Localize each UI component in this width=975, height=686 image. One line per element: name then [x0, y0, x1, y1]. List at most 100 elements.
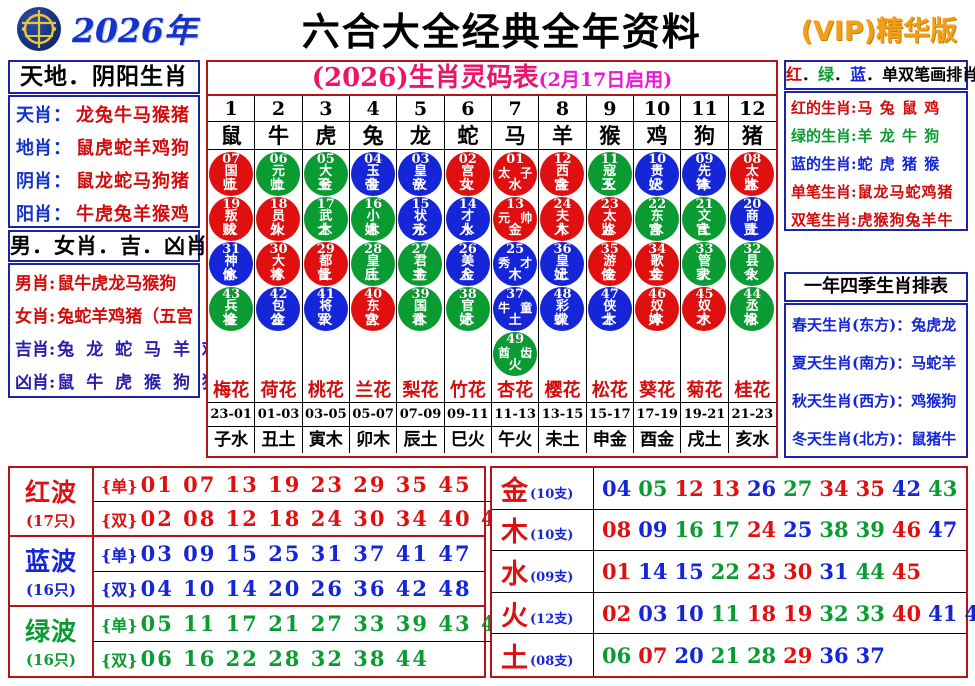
element-number: 15: [674, 558, 704, 584]
code-bubble[interactable]: 36 皇 妃土: [540, 242, 585, 286]
code-bubble-number: 09: [695, 152, 714, 167]
code-bubble[interactable]: 45 奴 才水: [682, 287, 727, 331]
code-bubble-number: 47: [600, 287, 619, 302]
code-bubble[interactable]: 18 员 外火: [256, 197, 301, 241]
element-number: 44: [855, 558, 885, 584]
code-bubble[interactable]: 42 包 公金: [256, 287, 301, 331]
color-zodiac-value: 蛇 虎 猪 猴: [857, 154, 941, 173]
code-bubble[interactable]: 11 寇 王火: [587, 152, 632, 196]
code-bubble[interactable]: 12 西 宫金: [540, 152, 585, 196]
element-number: 27: [783, 475, 813, 501]
code-bubble-number: 36: [553, 242, 572, 257]
code-bubble[interactable]: 05 大 王金: [303, 152, 348, 196]
color-zodiac-row: 绿的生肖: 羊 龙 牛 狗: [786, 121, 966, 149]
code-bubble-title: 文 官: [695, 209, 715, 238]
code-bubble[interactable]: 19 叛 贼火: [209, 197, 254, 241]
code-bubble[interactable]: 23 太 监水: [587, 197, 632, 241]
code-bubble-title: 歌 女: [648, 254, 668, 283]
code-bubble[interactable]: 13 元 帅金: [493, 197, 538, 241]
code-bubble[interactable]: 17 武 士木: [303, 197, 348, 241]
code-bubble[interactable]: 27 君 主金: [398, 242, 443, 286]
code-bubble[interactable]: 41 将 军火: [303, 287, 348, 331]
code-bubble[interactable]: 24 夫 人木: [540, 197, 585, 241]
right-heading-part-5: ．单双笔画排肖表: [866, 65, 975, 84]
code-bubble[interactable]: 29 都 督土: [303, 242, 348, 286]
code-bubble-number: 38: [458, 287, 477, 302]
code-bubble[interactable]: 31 神 偷水: [209, 242, 254, 286]
code-bubble[interactable]: 34 歌 女金: [635, 242, 680, 286]
stroke-zodiac-value: 鼠龙马蛇鸡猪: [857, 182, 954, 201]
code-bubble[interactable]: 21 文 官土: [682, 197, 727, 241]
code-bubble[interactable]: 35 游 侠金: [587, 242, 632, 286]
code-bubble-number: 30: [269, 242, 288, 257]
zodiac-row-key: 阴肖: [16, 170, 52, 192]
element-number: 46: [891, 517, 922, 543]
element-number: 06: [602, 642, 632, 668]
wave-count: (16只): [25, 651, 77, 670]
code-bubble[interactable]: 30 大 将水: [256, 242, 301, 286]
code-bubble[interactable]: 28 皇 后土: [351, 242, 396, 286]
code-bubble[interactable]: 01 太 子水: [493, 152, 538, 196]
code-bubble[interactable]: 10 贵 妃火: [635, 152, 680, 196]
code-bubble-element: 火: [366, 313, 380, 328]
code-bubble-title: 君 主: [411, 254, 431, 283]
code-bubble-title: 侠 士: [601, 299, 621, 328]
wave-count: (16只): [25, 580, 77, 599]
code-bubble-column: 11 寇 王火 23 太 监水 35 游 侠金 47 侠 士木: [587, 150, 634, 378]
code-bubble[interactable]: 16 小 姐木: [351, 197, 396, 241]
code-bubble[interactable]: 43 兵 将金: [209, 287, 254, 331]
code-bubble[interactable]: 49 酋 齿火: [493, 332, 538, 376]
code-bubble[interactable]: 46 奴 婢木: [635, 287, 680, 331]
time-range-cell: 13-15: [539, 403, 587, 427]
element-number: 43: [928, 475, 958, 501]
code-bubble[interactable]: 08 太 监木: [730, 152, 775, 196]
code-bubble-title: 县 令: [743, 254, 763, 283]
code-bubble-title: 大 将: [269, 254, 289, 283]
element-count: (10支): [530, 486, 574, 502]
code-bubble[interactable]: 07 国 师土: [209, 152, 254, 196]
left-panel2-heading-text: 男．女肖．吉．凶肖: [10, 233, 208, 258]
branch-element-cell: 寅木: [303, 427, 350, 453]
code-bubble[interactable]: 38 官 妃木: [445, 287, 490, 331]
code-bubble[interactable]: 03 皇 帝火: [398, 152, 443, 196]
gender-row: 男肖: 鼠牛虎龙马猴狗: [10, 265, 198, 298]
code-bubble[interactable]: 02 宫 女火: [445, 152, 490, 196]
code-bubble-column: 01 太 子水 13 元 帅金 25 秀 才木 37 牛 童土 49 酋 齿火: [492, 150, 540, 378]
animal-name-cell: 牛: [255, 122, 303, 150]
code-bubble[interactable]: 15 状 元水: [398, 197, 443, 241]
code-bubble-title: 神 偷: [222, 254, 242, 283]
code-bubble[interactable]: 22 东 宫水: [635, 197, 680, 241]
code-bubble[interactable]: 33 管 家火: [682, 242, 727, 286]
code-bubble[interactable]: 48 彩 蝶火: [540, 287, 585, 331]
code-bubble[interactable]: 06 元 帅土: [256, 152, 301, 196]
element-number: 37: [855, 642, 885, 668]
time-range-cell: 17-19: [633, 403, 682, 427]
code-bubble[interactable]: 20 商 贾土: [730, 197, 775, 241]
code-bubble[interactable]: 09 先 锋木: [682, 152, 727, 196]
gender-row-value: 兔蛇羊鸡猪（五宫: [57, 307, 194, 327]
code-bubble-number: 39: [411, 287, 430, 302]
code-bubble[interactable]: 26 美 人金: [445, 242, 490, 286]
code-bubble[interactable]: 04 玉 帝金: [351, 152, 396, 196]
code-bubble-grid: 07 国 师土 19 叛 贼火 31 神 偷水 43 兵 将金 06 元 帅土 18 员 外火 30 大 …: [208, 150, 776, 378]
zodiac-row-sep: ：: [53, 137, 71, 159]
code-bubble-element: 水: [508, 178, 522, 193]
element-number: 11: [710, 600, 740, 626]
wave-number-lines: {单} 01 07 13 19 23 29 35 45 {双} 02 08 12 18…: [94, 468, 515, 535]
code-bubble[interactable]: 40 东 宫火: [351, 287, 396, 331]
code-bubble[interactable]: 37 牛 童土: [493, 287, 538, 331]
code-bubble[interactable]: 39 国 君木: [398, 287, 443, 331]
code-bubble-title: 美 人: [459, 254, 479, 283]
column-number-cell: 10: [633, 96, 682, 122]
code-bubble[interactable]: 47 侠 士木: [587, 287, 632, 331]
element-row: 火(12支)020310111819323340414849: [492, 592, 975, 635]
code-bubble-element: 火: [650, 178, 664, 193]
code-bubble[interactable]: 44 丞 相水: [730, 287, 775, 331]
code-bubble-title: 寇 王: [601, 164, 621, 193]
code-bubble-element: 火: [697, 268, 711, 283]
code-bubble[interactable]: 25 秀 才木: [493, 242, 538, 286]
time-range-cell: 03-05: [302, 403, 350, 427]
wave-label: 绿波 (16只): [10, 606, 94, 676]
code-bubble[interactable]: 32 县 令火: [730, 242, 775, 286]
code-bubble[interactable]: 14 才 人水: [445, 197, 490, 241]
